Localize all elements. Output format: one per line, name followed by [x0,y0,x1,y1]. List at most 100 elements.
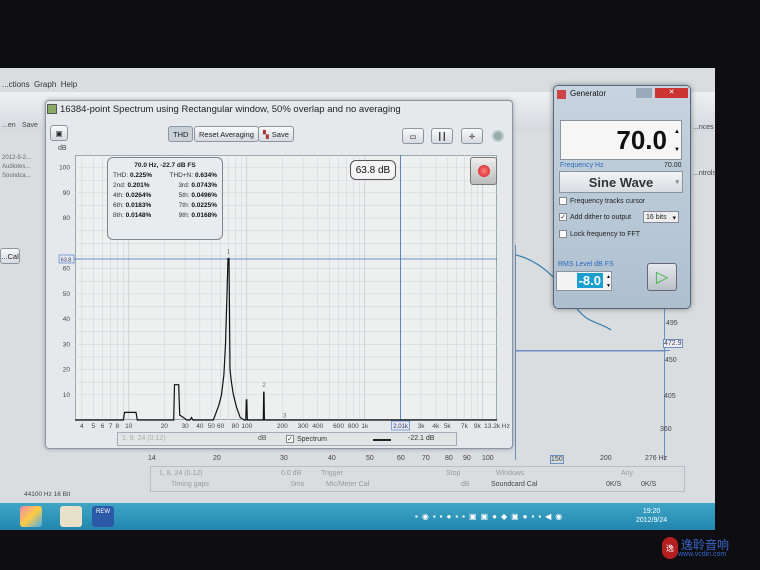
any-label: Any [621,470,634,477]
y-tick-label: 90 [63,190,71,197]
grid-icon[interactable]: ┃┃ [431,128,453,144]
thd-key: 3rd: [178,182,190,189]
dither-bits-select[interactable]: 16 bits ▾ [643,211,679,223]
x-tick-label: 7 [109,423,113,430]
thd-key: 6th: [113,202,124,209]
mic-cal-label[interactable]: Mic/Meter Cal [326,481,370,488]
chevron-down-icon: ▾ [672,215,676,222]
rms-level-value[interactable]: -8.0 [576,273,603,288]
save-button[interactable]: ▚ Save [258,126,294,142]
snapshot-icon[interactable]: ▣ [50,125,68,141]
input-channel[interactable]: 1, 8, 24 (0.12) [159,470,203,477]
lower-x-tick: 70 [422,455,430,462]
spectrum-trace [75,257,497,421]
thd-value: 0.0496% [191,192,217,199]
controls-label[interactable]: ...ntrols [693,170,716,177]
save-label: Save [271,129,289,139]
side-info-line: 2012-9-2... [2,155,32,161]
clock[interactable]: 19:20 2012/9/24 [636,507,667,525]
taskbar-folder-icon[interactable] [60,506,82,527]
thd-key: THD: [113,172,129,179]
y-unit-label: dB [58,145,67,152]
lower-x-tick: 14 [148,455,156,462]
sample-rate-status: 44100 Hz 16 Bit [24,491,71,498]
x-tick-label: 50 [208,423,216,430]
thd-header: 70.0 Hz, -22.7 dB FS [134,162,196,169]
input-rate: 0K/S [606,481,622,488]
checkbox[interactable] [559,230,567,238]
thd-key: THD+N: [169,172,194,179]
frequency-spinner[interactable]: ▲ ▼ [674,129,680,153]
legend-bar: 1, 8, 24 (0.12) dB ✓ Spectrum -22.1 dB [117,432,457,446]
save-icon: ▚ [263,129,269,139]
watermark: 逸 逸聆音响 www.vcdin.com [662,537,729,559]
x-tick-label: 5 [91,423,95,430]
thd-cell: THD+N: 0.634% [169,172,217,179]
trigger-checkbox[interactable]: Trigger [321,470,343,477]
legend-unit: dB [258,435,267,442]
soundcard-cal-checkbox[interactable]: Soundcard Cal [491,481,538,488]
legend-spectrum-toggle[interactable]: ✓ Spectrum [286,435,327,443]
close-button[interactable]: ✕ [655,88,688,98]
window-controls[interactable]: –□× [640,71,694,82]
lower-x-tick: 90 [463,455,471,462]
gain-value[interactable]: 0.0 dB [281,470,302,477]
thd-cell: 7th: 0.0225% [179,202,217,209]
legend-series-name: Spectrum [297,435,327,443]
waveform-select[interactable]: Sine Wave ▾ [559,171,683,193]
thd-cell: 9th: 0.0168% [179,212,217,219]
checkbox[interactable]: ✓ [559,213,567,221]
lower-x-tick: 200 [600,455,612,462]
lower-y-tick: 495 [666,320,678,327]
minimize-button[interactable] [636,88,652,98]
x-tick-label: 60 [217,423,225,430]
spectrum-window-title: 16384-point Spectrum using Rectangular w… [60,104,401,115]
menu-item[interactable]: ...ctions [2,80,30,89]
pan-arrows-icon[interactable]: ✛ [461,128,483,144]
settings-gear-icon[interactable] [492,130,504,142]
spectrum-checkbox[interactable]: ✓ [286,435,294,443]
taskbar: REW ▪◉▪▪●▪▪▣▣●◆▣●▪▪◀◉ [0,503,715,530]
capture-controls: 1, 8, 24 (0.12) 0.0 dB Trigger Stop Wind… [150,466,685,492]
x-tick-label: 10 [125,423,133,430]
preferences-label[interactable]: ...nces [693,124,714,131]
thd-cell: THD: 0.225% [113,172,152,179]
watermark-seal: 逸 [662,537,678,559]
thd-button[interactable]: THD [168,126,194,142]
toolbar-label: Save [22,122,38,129]
x-tick-label: 1k [361,423,369,430]
y-tick-label: 20 [63,367,71,374]
side-info: 2012-9-2... Audiotes... Soundca... [2,140,44,200]
frequency-value[interactable]: 70.0 [616,125,667,155]
tracks-cursor-checkbox[interactable]: Frequency tracks cursor [559,197,645,205]
lock-fft-checkbox[interactable]: Lock frequency to FFT [559,230,640,238]
menu-bar: ...ctions Graph Help [0,80,560,92]
dither-checkbox[interactable]: ✓ Add dither to output [559,213,631,221]
clock-date: 2012/9/24 [636,517,668,524]
cal-button[interactable]: ...Cal [0,248,20,264]
thd-row: THD: 0.225% THD+N: 0.634% [113,172,217,179]
lower-x-tick: 20 [213,455,221,462]
tray-icons[interactable]: ▪◉▪▪●▪▪▣▣●◆▣●▪▪◀◉ [415,512,567,521]
lower-cursor-y-label: 472.9 [663,339,683,348]
taskbar-rew-icon[interactable]: REW [92,506,114,527]
record-icon [477,165,490,177]
rms-level-input[interactable]: -8.0 ▲ ▼ [556,271,612,291]
frequency-input[interactable]: 70.0 ▲ ▼ [560,120,682,160]
thd-row: 2nd: 0.201% 3rd: 0.0743% [113,182,217,189]
x-tick-label: 3k [418,423,426,430]
graph-limits-icon[interactable]: ▭ [402,128,424,144]
checkbox[interactable] [559,197,567,205]
lower-x-tick: 276 Hz [645,455,668,462]
play-button[interactable]: ▷ [647,263,677,291]
taskbar-app-icon[interactable] [20,506,42,527]
x-tick-label: 400 [312,423,323,430]
frequency-label: Frequency Hz [560,162,604,169]
rms-spinner[interactable]: ▲ ▼ [606,274,611,289]
menu-graph[interactable]: Graph [34,80,57,89]
harmonic-marker: 1 [227,249,231,255]
record-button[interactable] [470,157,497,185]
menu-help[interactable]: Help [60,80,78,89]
lower-x-tick: 30 [280,455,288,462]
y-tick-label: 100 [59,165,70,172]
